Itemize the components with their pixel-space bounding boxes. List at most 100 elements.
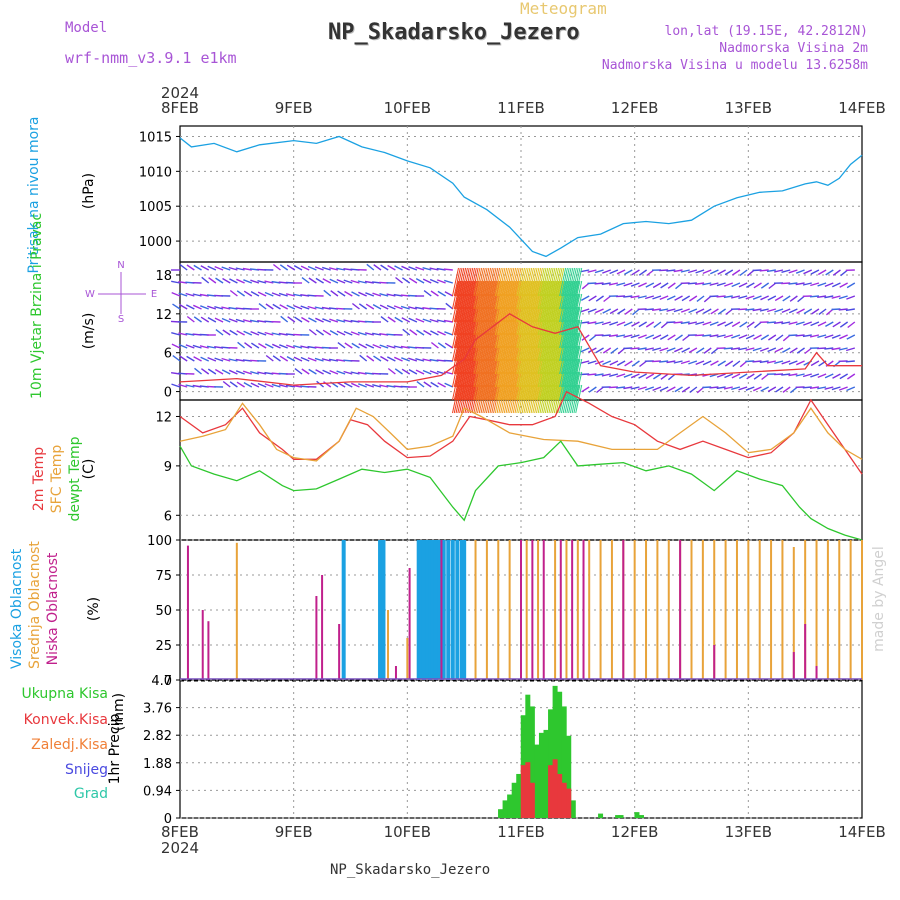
wind-arrow — [566, 384, 574, 414]
wind-arrow — [532, 319, 540, 349]
wind-arrow — [666, 295, 676, 301]
wind-arrow — [702, 386, 712, 389]
wind-arrow — [482, 267, 490, 297]
wind-arrow — [523, 267, 531, 297]
wind-arrow — [673, 269, 683, 273]
wind-arrow — [652, 282, 662, 289]
wind-arrow — [573, 306, 581, 336]
wind-arrow — [831, 386, 841, 391]
wind-arrow — [336, 267, 346, 271]
wind-arrow — [527, 319, 534, 349]
wind-arrow — [548, 332, 556, 362]
wind-arrow — [519, 384, 527, 414]
wind-arrow — [512, 371, 520, 401]
wind-arrow — [473, 345, 481, 375]
wind-arrow — [687, 321, 698, 325]
wind-arrow — [518, 371, 526, 401]
wind-arrow — [457, 280, 465, 310]
wind-arrow — [444, 342, 454, 349]
wind-arrow — [491, 345, 499, 375]
wind-arrow — [514, 306, 522, 336]
wind-arrow — [738, 295, 748, 299]
wind-arrow — [200, 368, 210, 375]
wind-arrow — [724, 282, 734, 287]
precip-bar — [520, 765, 526, 818]
wind-arrow — [366, 355, 375, 362]
wind-arrow — [566, 319, 574, 349]
wind-arrow — [257, 331, 267, 336]
cloud-bar — [378, 540, 383, 680]
wind-arrow — [594, 321, 604, 325]
wind-arrow — [752, 295, 762, 300]
wind-tick-label: 12 — [155, 308, 172, 323]
wind-arrow — [527, 267, 534, 297]
wind-arrow — [680, 308, 690, 313]
wind-arrow — [221, 369, 231, 375]
wind-arrow — [831, 334, 841, 339]
wind-arrow — [645, 321, 655, 328]
precip-bar — [570, 800, 576, 818]
wind-arrow — [523, 293, 531, 323]
wind-arrow — [257, 382, 267, 388]
wind-arrow — [235, 358, 245, 362]
wind-arrow — [559, 267, 567, 297]
wind-arrow — [366, 263, 375, 271]
wind-arrow — [802, 386, 812, 389]
wind-arrow — [485, 371, 493, 401]
wind-arrow — [336, 370, 346, 375]
wind-arrow — [566, 293, 574, 323]
wind-arrow — [322, 278, 332, 284]
cloud-bar — [815, 666, 818, 680]
wind-arrow — [229, 381, 238, 388]
wind-arrow — [616, 282, 626, 286]
wind-arrow — [485, 332, 493, 362]
wind-arrow — [710, 308, 719, 315]
wind-arrow — [609, 308, 619, 315]
wind-arrow — [796, 360, 805, 366]
wind-arrow — [738, 386, 748, 391]
wind-arrow — [179, 264, 188, 271]
wind-arrow — [487, 280, 495, 310]
wind-arrow — [512, 319, 520, 349]
wind-arrow — [557, 280, 565, 310]
wind-arrow — [429, 318, 439, 323]
wind-arrow — [559, 306, 567, 336]
wind-arrow — [788, 360, 798, 365]
wind-arrow — [502, 306, 509, 336]
wind-arrow — [566, 371, 574, 401]
wind-arrow — [616, 269, 626, 275]
wind-arrow — [415, 317, 425, 323]
wind-arrow — [535, 358, 543, 388]
wind-arrow — [300, 265, 310, 271]
wind-arrow — [466, 293, 474, 323]
wind-arrow — [528, 384, 536, 414]
wind-arrow — [730, 347, 741, 350]
wind-arrow — [723, 334, 733, 339]
wind-arrow — [659, 360, 669, 363]
wind-arrow — [581, 386, 590, 393]
wind-arrow — [357, 331, 367, 336]
wind-arrows-group — [170, 263, 856, 414]
wind-arrow — [543, 358, 551, 388]
wind-arrow — [516, 280, 524, 310]
wind-arrow — [436, 279, 446, 284]
wind-arrow — [521, 267, 529, 297]
wind-arrow — [702, 269, 712, 275]
wind-arrow — [243, 279, 253, 284]
wind-arrow — [674, 386, 683, 393]
wind-arrow — [510, 306, 518, 336]
wind-arrow — [473, 280, 481, 310]
wind-arrow — [498, 345, 506, 375]
wind-arrow — [774, 269, 784, 273]
wind-arrow — [469, 293, 477, 323]
wind-arrow — [575, 306, 583, 336]
legend-total-precip: Ukupna Kisa — [21, 686, 108, 702]
wind-arrow — [498, 306, 506, 336]
wind-arrow — [731, 386, 741, 390]
wind-arrow — [460, 332, 468, 362]
wind-arrow — [731, 295, 741, 299]
wind-arrow — [453, 345, 461, 375]
wind-arrow — [689, 295, 698, 302]
wind-arrow — [509, 267, 517, 297]
wind-arrow — [788, 321, 798, 325]
